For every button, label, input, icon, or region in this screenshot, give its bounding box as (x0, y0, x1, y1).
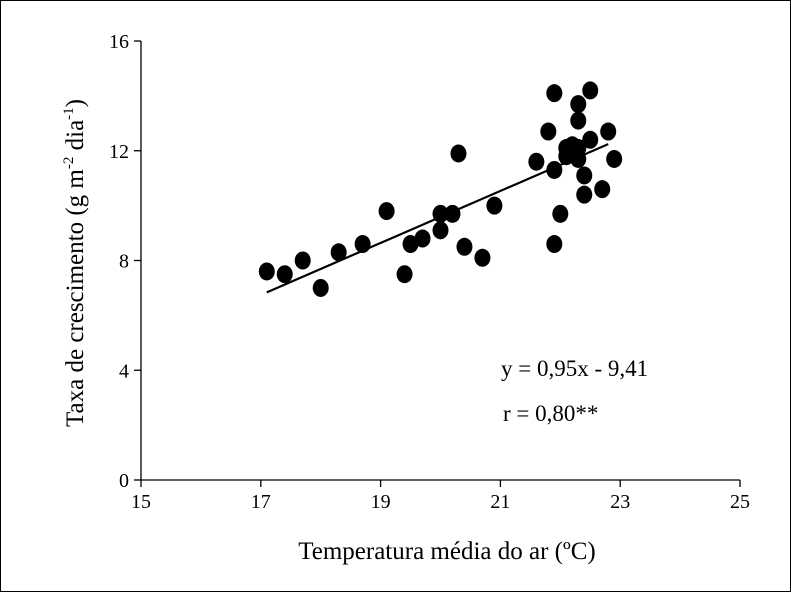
data-point (546, 235, 563, 254)
data-point (432, 204, 449, 223)
x-tick-label: 15 (131, 491, 151, 513)
data-points (258, 81, 623, 297)
data-point (432, 221, 449, 240)
data-point (396, 265, 413, 284)
data-point (486, 196, 503, 215)
axes (140, 41, 740, 481)
y-tick-label: 0 (119, 470, 129, 492)
data-point (258, 262, 275, 281)
data-point (474, 248, 491, 267)
data-point (576, 166, 593, 185)
data-point (378, 202, 395, 221)
data-point (552, 204, 569, 223)
ticks (134, 40, 741, 487)
data-point (402, 235, 419, 254)
x-tick-label: 19 (371, 491, 391, 513)
y-tick-label: 4 (119, 360, 129, 382)
data-point (528, 152, 545, 171)
y-tick-label: 12 (109, 141, 129, 163)
data-point (330, 243, 347, 262)
x-tick-label: 17 (251, 491, 271, 513)
x-tick-label: 23 (610, 491, 630, 513)
data-point (600, 122, 617, 141)
data-point (276, 265, 293, 284)
data-point (570, 111, 587, 130)
data-point (582, 130, 599, 149)
x-tick-label: 25 (730, 491, 750, 513)
y-tick-label: 8 (119, 251, 129, 273)
data-point (582, 81, 599, 100)
correlation-annotation: r = 0,80** (503, 401, 598, 426)
y-axis-label: Taxa de crescimento (g m-2 dia-1) (61, 99, 89, 427)
data-point (546, 84, 563, 103)
x-axis-label: Temperatura média do ar (ºC) (298, 538, 596, 565)
data-point (606, 149, 623, 168)
data-point (450, 144, 467, 163)
data-point (570, 95, 587, 114)
data-point (444, 204, 461, 223)
data-point (540, 122, 557, 141)
y-tick-label: 16 (109, 31, 129, 53)
data-point (594, 180, 611, 199)
data-point (570, 149, 587, 168)
x-tick-label: 21 (490, 491, 510, 513)
data-point (312, 278, 329, 297)
data-point (354, 235, 371, 254)
data-point (576, 185, 593, 204)
equation-annotation: y = 0,95x - 9,41 (501, 356, 648, 381)
data-point (546, 160, 563, 179)
tick-labels: 15 17 19 21 23 25 0 4 8 12 16 (109, 31, 750, 513)
data-point (456, 237, 473, 256)
data-point (414, 229, 431, 248)
data-point (294, 251, 311, 270)
